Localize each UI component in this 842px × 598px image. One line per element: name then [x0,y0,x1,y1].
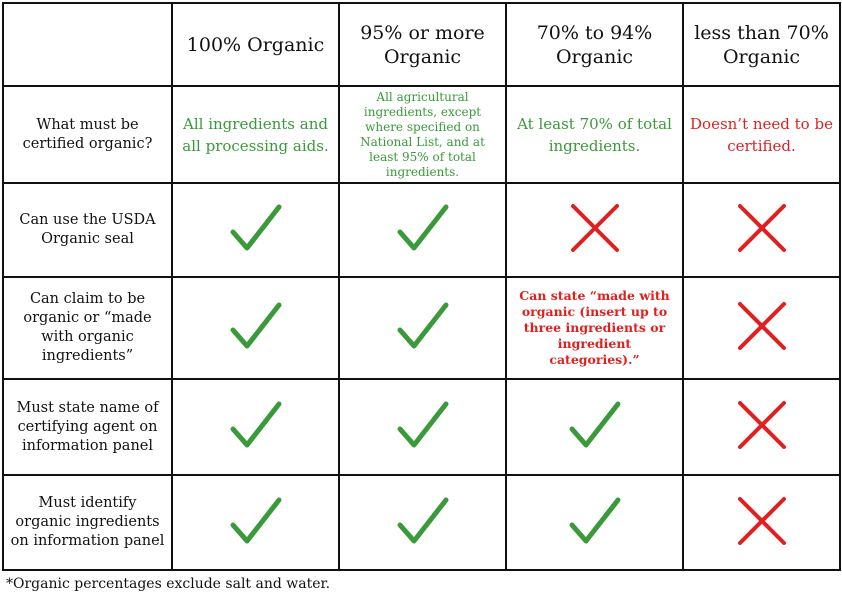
cell-note: At least 70% of total ingredients. [517,114,672,155]
table-row: Can use the USDA Organic seal [2,182,841,278]
check-icon [228,300,284,352]
table-cell: All agricultural ingredients, except whe… [338,85,507,184]
table-cell [171,378,340,476]
check-icon [567,399,623,451]
check-icon [228,495,284,547]
table-cell [338,474,507,571]
table-cell [171,276,340,380]
cell-note: Doesn’t need to be certified. [690,114,833,155]
row-label: Can use the USDA Organic seal [2,182,173,278]
check-icon [395,202,451,254]
table-cell: Can state “made with organic (insert up … [505,276,684,380]
table-row: What must be certified organic? All ingr… [2,85,841,184]
column-header-100-organic: 100% Organic [171,2,340,87]
table-cell [338,182,507,278]
table-row: Must identify organic ingredients on inf… [2,474,841,571]
row-label: Must state name of certifying agent on i… [2,378,173,476]
header-row: 100% Organic 95% or more Organic 70% to … [2,2,841,87]
footnote: *Organic percentages exclude salt and wa… [6,576,331,592]
x-icon [734,202,790,254]
table-cell [338,378,507,476]
x-icon [734,300,790,352]
table-cell [171,474,340,571]
cell-note: All agricultural ingredients, except whe… [360,89,485,179]
row-label: Can claim to be organic or “made with or… [2,276,173,380]
organic-labeling-table: 100% Organic 95% or more Organic 70% to … [2,2,841,571]
x-icon [734,399,790,451]
table-cell [682,378,841,476]
check-icon [395,399,451,451]
check-icon [228,399,284,451]
table-cell [171,182,340,278]
cell-note: All ingredients and all processing aids. [182,114,329,155]
table-cell [505,378,684,476]
table-cell [682,474,841,571]
corner-cell [2,2,173,87]
column-header-less-than-70-organic: less than 70% Organic [682,2,841,87]
table-cell [338,276,507,380]
table-cell [682,276,841,380]
check-icon [395,495,451,547]
table-cell: All ingredients and all processing aids. [171,85,340,184]
check-icon [567,495,623,547]
table-cell: At least 70% of total ingredients. [505,85,684,184]
column-header-70-94-organic: 70% to 94% Organic [505,2,684,87]
table-row: Can claim to be organic or “made with or… [2,276,841,380]
cell-note: Can state “made with organic (insert up … [519,288,670,367]
column-header-95-organic: 95% or more Organic [338,2,507,87]
table-cell [505,474,684,571]
x-icon [567,202,623,254]
table-cell [682,182,841,278]
table-cell: Doesn’t need to be certified. [682,85,841,184]
check-icon [395,300,451,352]
row-label: What must be certified organic? [2,85,173,184]
row-label: Must identify organic ingredients on inf… [2,474,173,571]
x-icon [734,495,790,547]
check-icon [228,202,284,254]
table-cell [505,182,684,278]
table-row: Must state name of certifying agent on i… [2,378,841,476]
